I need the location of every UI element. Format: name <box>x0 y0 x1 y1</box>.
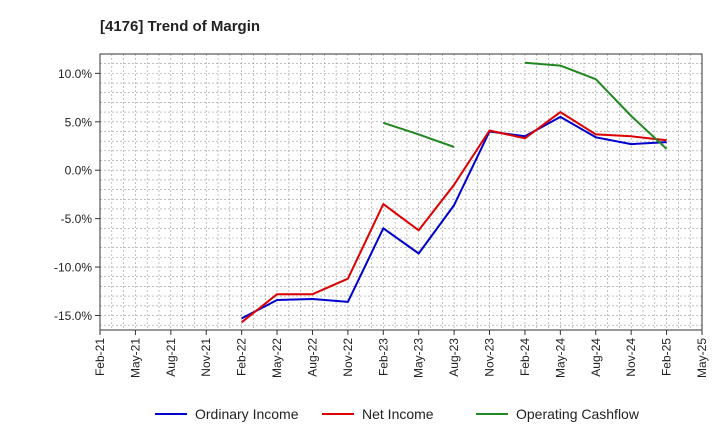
y-axis-ticks: 10.0% 5.0% 0.0% -5.0% -10.0% -15.0% <box>54 67 100 323</box>
x-tick-label: Feb-23 <box>376 338 390 376</box>
x-tick-label: Aug-22 <box>305 338 319 377</box>
x-tick-label: May-25 <box>695 338 709 378</box>
x-tick-label: Feb-22 <box>235 338 249 376</box>
legend-label-net-income: Net Income <box>362 406 434 422</box>
x-tick-label: Nov-23 <box>483 338 497 377</box>
x-tick-label: Aug-23 <box>447 338 461 377</box>
chart-title: [4176] Trend of Margin <box>100 18 260 35</box>
x-tick-label: Feb-24 <box>518 338 532 376</box>
grid <box>100 54 702 330</box>
series-line-operating-cashflow <box>382 121 455 148</box>
x-tick-label: Feb-25 <box>660 338 674 376</box>
x-tick-label: Nov-24 <box>624 338 638 377</box>
x-tick-label: Aug-21 <box>164 338 178 377</box>
y-tick-label: -10.0% <box>54 261 92 275</box>
legend-label-operating-cashflow: Operating Cashflow <box>516 406 640 422</box>
x-tick-label: May-21 <box>128 338 142 378</box>
y-tick-label: -15.0% <box>54 309 92 323</box>
x-tick-label: May-23 <box>412 338 426 378</box>
x-tick-label: Nov-22 <box>341 338 355 377</box>
x-tick-label: Feb-21 <box>93 338 107 376</box>
series-line-net-income <box>240 111 667 324</box>
y-tick-label: 5.0% <box>65 115 93 129</box>
series-lines <box>240 61 668 324</box>
y-tick-label: 0.0% <box>65 164 93 178</box>
x-axis-ticks: Feb-21 May-21 Aug-21 Nov-21 Feb-22 May-22 Aug-… <box>93 330 709 378</box>
x-tick-label: Nov-21 <box>199 338 213 377</box>
legend-label-ordinary-income: Ordinary Income <box>195 406 299 422</box>
y-tick-label: -5.0% <box>61 212 93 226</box>
x-tick-label: Aug-24 <box>589 338 603 377</box>
x-tick-label: May-22 <box>270 338 284 378</box>
legend: Ordinary Income Net Income Operating Cashf… <box>155 406 640 422</box>
series-line-operating-cashflow <box>524 61 668 150</box>
y-tick-label: 10.0% <box>58 67 92 81</box>
x-tick-label: May-24 <box>553 338 567 378</box>
plot-area <box>99 53 703 331</box>
series-line-ordinary-income <box>241 115 667 320</box>
